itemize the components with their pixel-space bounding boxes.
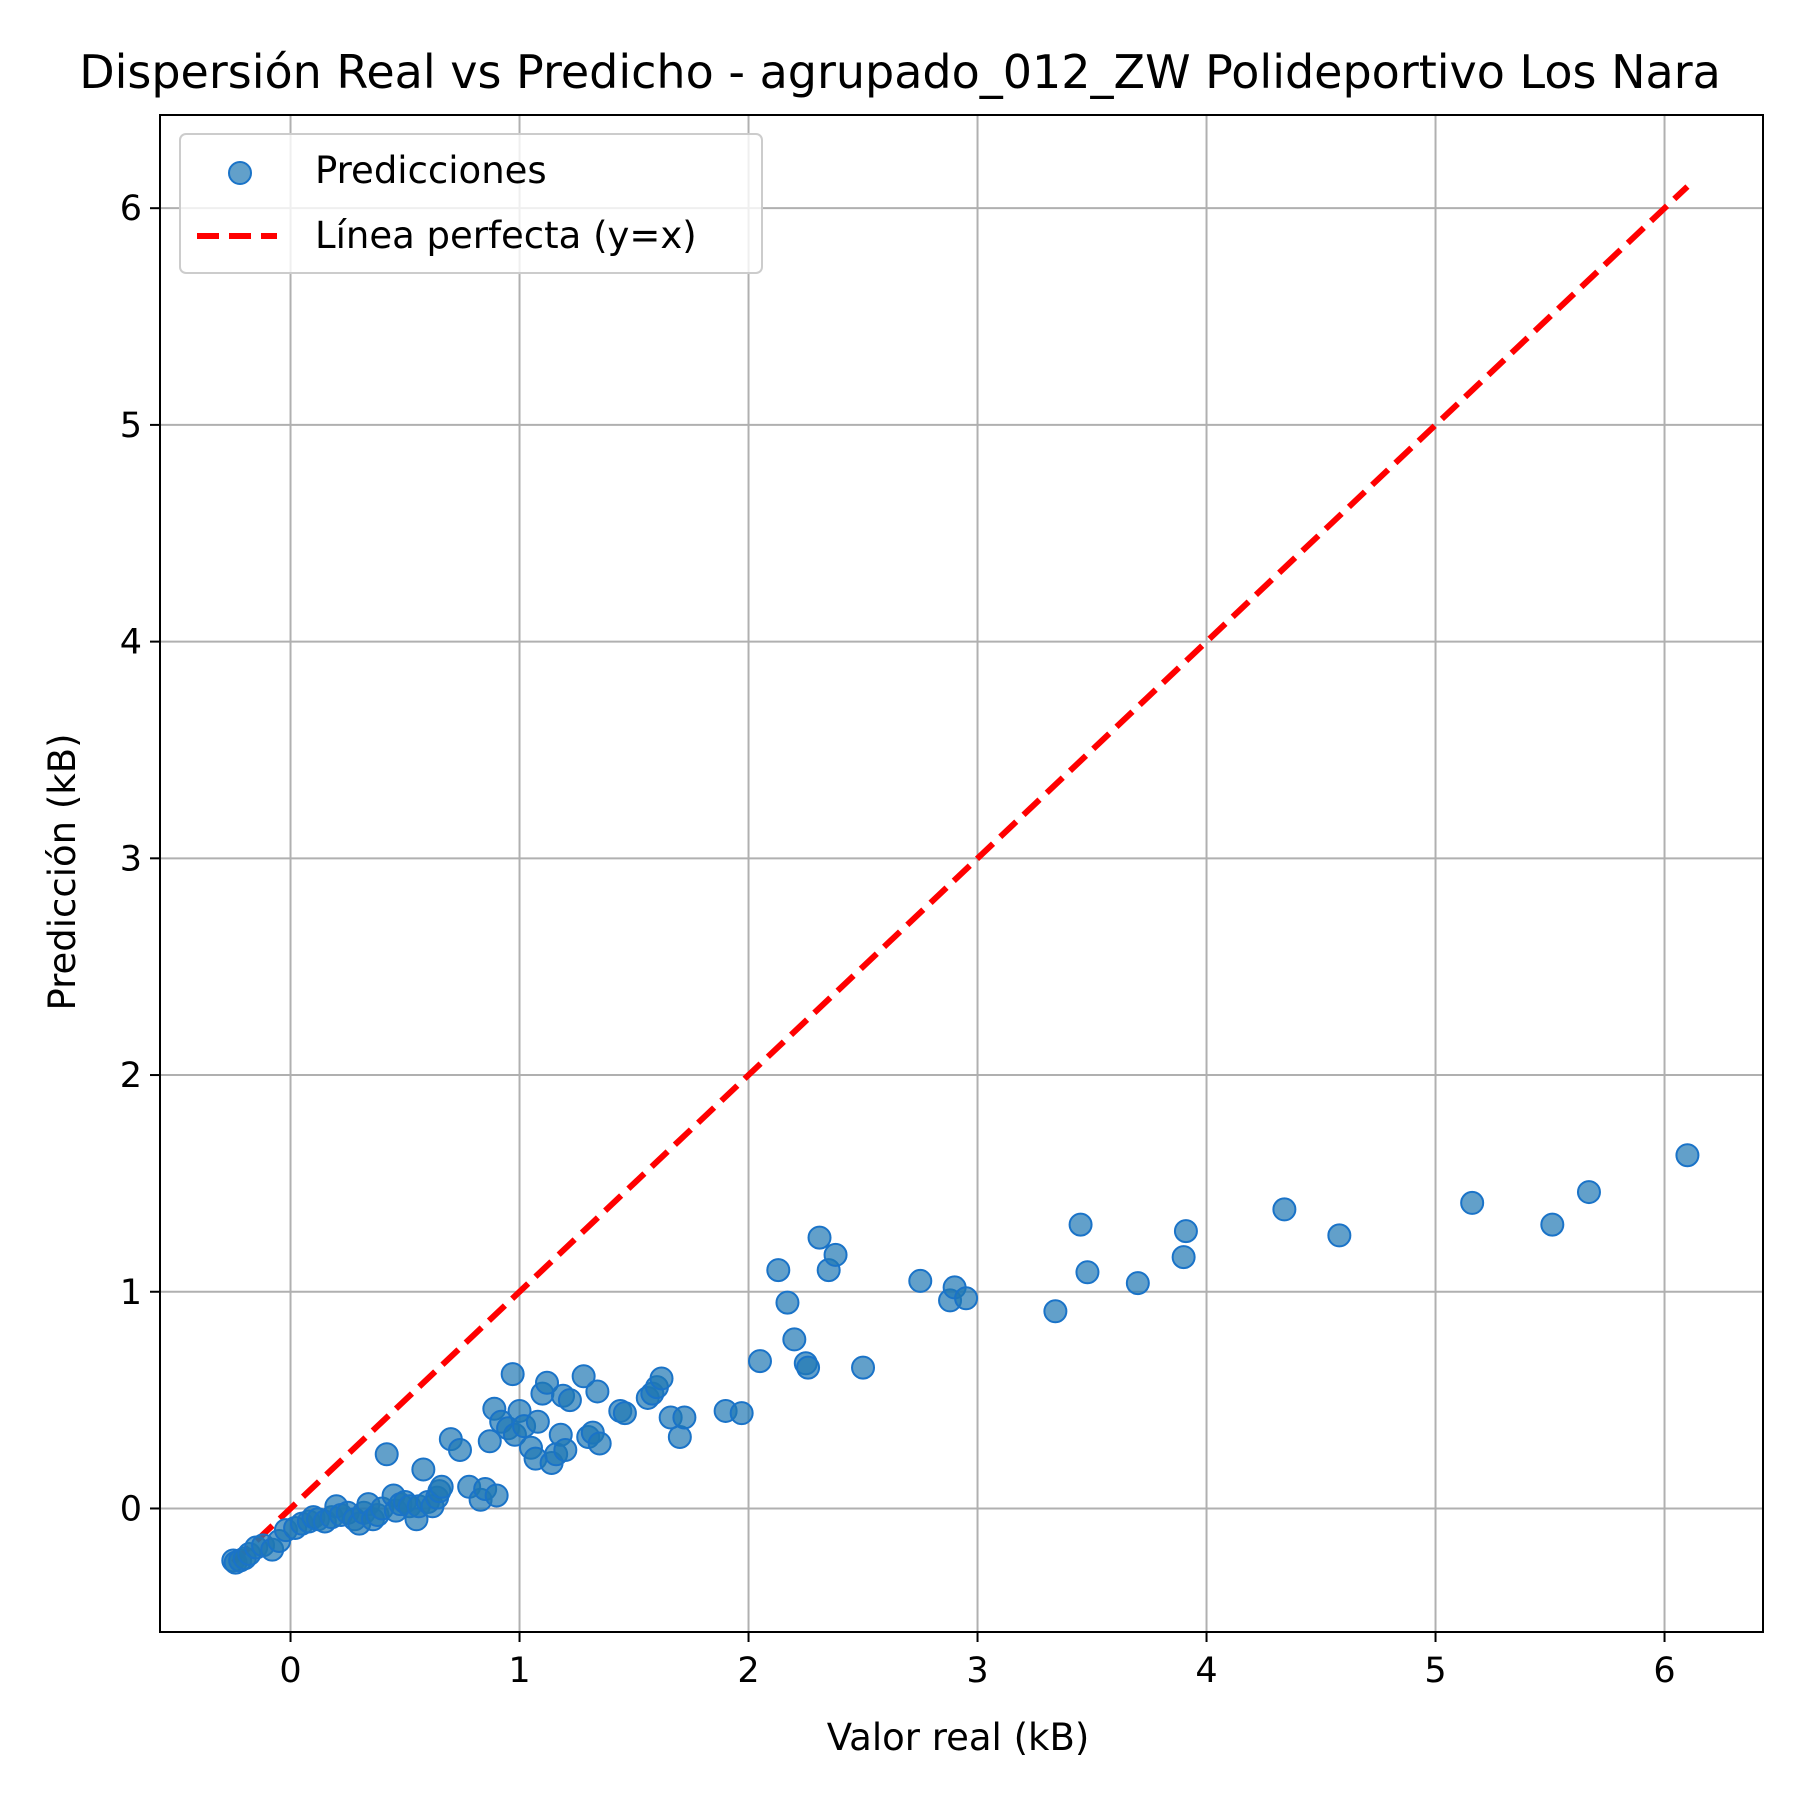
legend: Predicciones Línea perfecta (y=x) [179,133,763,274]
scatter-point [1540,1212,1565,1237]
plot-frame [159,114,1764,1633]
x-axis-label: Valor real (kB) [827,1716,1090,1759]
scatter-point [1327,1223,1352,1248]
scatter-point [1171,1245,1196,1270]
scatter-point [374,1442,399,1467]
scatter-point [908,1268,933,1293]
scatter-point [775,1290,800,1315]
scatter-point [766,1258,791,1283]
scatter-point [782,1327,807,1352]
y-tick-label: 1 [120,1273,142,1313]
legend-label-predicciones: Predicciones [315,149,547,192]
scatter-points [221,1143,1700,1575]
scatter-point [807,1225,832,1250]
scatter-point [525,1409,550,1434]
scatter-point [672,1405,697,1430]
scatter-point [823,1242,848,1267]
x-tick-label: 6 [1653,1651,1675,1691]
scatter-point [484,1483,509,1508]
scatter-point [447,1437,472,1462]
y-tick-label: 5 [120,406,142,446]
perfect-line-layer [231,184,1690,1565]
x-tick-label: 1 [508,1651,530,1691]
scatter-point [585,1379,610,1404]
scatter-point [557,1388,582,1413]
legend-label-linea-perfecta: Línea perfecta (y=x) [315,214,697,257]
scatter-point [729,1401,754,1426]
axis-ticks: 0 1 2 3 4 5 6 0 1 2 3 4 5 6 [120,189,1676,1691]
y-tick-label: 6 [120,189,142,229]
scatter-point [1075,1260,1100,1285]
scatter-point [429,1474,454,1499]
y-tick-label: 2 [120,1056,142,1096]
scatter-point [587,1431,612,1456]
scatter-point [1125,1271,1150,1296]
scatter-point [1272,1197,1297,1222]
scatter-point [571,1364,596,1389]
scatter-point [954,1286,979,1311]
x-tick-label: 4 [1195,1651,1217,1691]
scatter-point [1043,1299,1068,1324]
x-tick-label: 2 [737,1651,759,1691]
scatter-point [851,1355,876,1380]
scatter-point [796,1355,821,1380]
scatter-point [612,1401,637,1426]
scatter-point [1675,1143,1700,1168]
x-tick-label: 5 [1424,1651,1446,1691]
scatter-point [1173,1219,1198,1244]
x-tick-label: 0 [279,1651,301,1691]
scatter-point [667,1424,692,1449]
scatter-point [747,1349,772,1374]
y-tick-label: 0 [120,1489,142,1529]
scatter-point [649,1366,674,1391]
scatter-point [1460,1190,1485,1215]
perfect-line [231,184,1690,1565]
scatter-point [500,1362,525,1387]
legend-marker-predicciones [228,161,252,185]
y-axis-label: Predicción (kB) [41,733,84,1010]
scatter-point [535,1370,560,1395]
legend-box [179,133,763,274]
scatter-point [1068,1212,1093,1237]
scatter-point [411,1457,436,1482]
x-tick-label: 3 [966,1651,988,1691]
scatter-point [553,1437,578,1462]
scatter-point [1576,1180,1601,1205]
scatter-point [477,1429,502,1454]
chart-title: Dispersión Real vs Predicho - agrupado_0… [79,45,1721,99]
y-tick-label: 3 [120,839,142,879]
y-tick-label: 4 [120,623,142,663]
